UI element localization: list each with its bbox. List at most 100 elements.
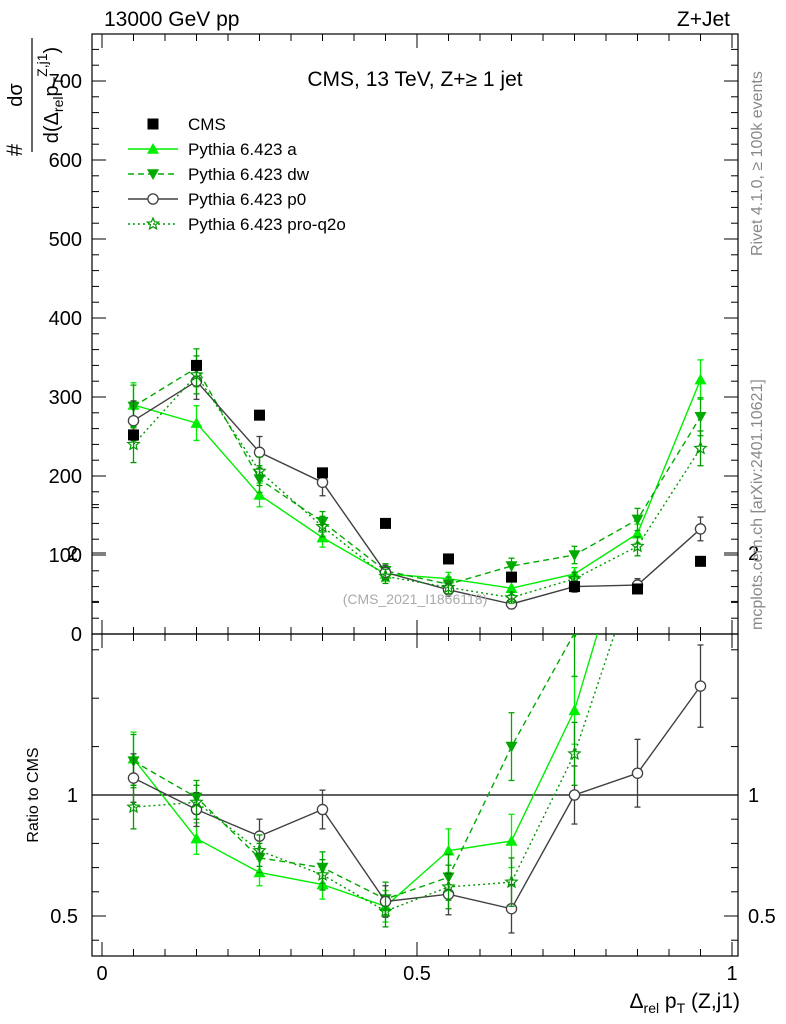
header-left: 13000 GeV pp xyxy=(104,8,239,31)
data-point xyxy=(630,538,645,553)
series-line xyxy=(132,373,702,599)
ratio-point xyxy=(189,794,204,809)
ratio-point xyxy=(126,799,141,814)
ratio-axes: 0 0.5 1 0.5 0.5 1 1 2 2 xyxy=(50,504,776,985)
legend-label-cms: CMS xyxy=(188,115,226,134)
legend-label-1: Pythia 6.423 dw xyxy=(188,165,310,184)
y-tick-label-main: 600 xyxy=(49,150,82,172)
ratio-point xyxy=(505,834,518,846)
series-line xyxy=(133,379,702,589)
ratio-point xyxy=(571,634,578,639)
y-tick-label-main: 400 xyxy=(49,308,82,330)
data-point xyxy=(505,561,518,573)
ratio-point xyxy=(632,415,644,426)
series-3-ratio xyxy=(126,559,643,928)
ratio-point xyxy=(316,803,329,816)
ratio-point xyxy=(695,184,707,195)
series-1-ratio xyxy=(127,306,707,917)
y-tick-label-ratio: 1 xyxy=(67,785,78,807)
ratio-point xyxy=(568,704,581,716)
y-label-hash: # xyxy=(2,143,27,156)
data-point xyxy=(694,373,707,385)
data-point xyxy=(506,571,517,583)
data-point xyxy=(380,517,391,529)
data-point xyxy=(631,527,644,539)
data-point xyxy=(315,518,330,533)
data-point xyxy=(378,568,393,583)
rivet-label: Rivet 4.1.0, ≥ 100k events xyxy=(749,71,766,256)
y-label-denominator: d(ΔrelpTZ,j1) xyxy=(34,47,66,143)
data-point xyxy=(126,436,141,451)
ratio-point xyxy=(568,789,581,801)
data-point xyxy=(631,514,644,526)
ratio-point xyxy=(127,772,140,784)
data-point xyxy=(568,550,581,561)
data-point xyxy=(253,488,266,500)
chart-title: CMS, 13 TeV, Z+≥ 1 jet xyxy=(307,68,522,91)
ratio-point xyxy=(695,306,707,317)
data-point xyxy=(504,590,519,604)
data-point xyxy=(253,446,266,459)
series-1-main xyxy=(127,348,707,592)
series-3-main xyxy=(126,355,708,604)
ratio-point xyxy=(504,874,519,889)
y-axis-label-main: # dσ d(ΔrelpTZ,j1) xyxy=(2,38,66,156)
series-0-main xyxy=(127,359,707,596)
y-tick-label-main: 0 xyxy=(71,624,82,646)
ratio-point xyxy=(632,494,644,505)
series-0-ratio xyxy=(127,184,707,923)
data-point xyxy=(569,581,580,593)
ratio-point xyxy=(441,879,456,894)
y-tick-label-main: 700 xyxy=(49,71,82,93)
y-tick-label-main: 500 xyxy=(49,229,82,251)
data-point xyxy=(443,553,454,565)
data-point xyxy=(189,367,204,381)
data-point xyxy=(693,440,708,455)
y-tick-label-main: 100 xyxy=(49,545,82,567)
data-point xyxy=(316,476,329,489)
x-tick-label: 1 xyxy=(726,963,737,985)
ratio-point xyxy=(378,903,393,918)
ratio-point xyxy=(252,843,267,857)
ratio-line xyxy=(133,685,702,910)
y-tick-label-ratio-right: 2 xyxy=(748,543,759,565)
legend-label-2: Pythia 6.423 p0 xyxy=(188,190,306,209)
data-point xyxy=(505,582,518,593)
x-axis-label: Δrel pT (Z,j1) xyxy=(630,990,741,1016)
x-tick-label: 0.5 xyxy=(403,963,431,985)
data-point xyxy=(254,409,265,421)
data-point xyxy=(190,417,203,428)
main-series-layer xyxy=(126,348,708,610)
data-series-cms xyxy=(128,359,706,595)
y-tick-label-ratio: 0.5 xyxy=(50,906,78,928)
y-axis-label-ratio: Ratio to CMS xyxy=(25,747,42,842)
ratio-point xyxy=(505,741,518,753)
data-point xyxy=(317,467,328,479)
ratio-point xyxy=(442,844,455,856)
legend-marker-3 xyxy=(145,216,161,231)
header-right: Z+Jet xyxy=(677,8,730,31)
ratio-line xyxy=(132,634,599,908)
legend-label-3: Pythia 6.423 pro-q2o xyxy=(188,215,346,234)
ratio-point xyxy=(190,832,203,844)
y-tick-label-main: 300 xyxy=(49,387,82,409)
ratio-point xyxy=(315,867,330,881)
legend-marker-cms xyxy=(147,118,159,130)
data-point xyxy=(128,429,139,441)
data-point xyxy=(127,414,140,427)
y-tick-label-ratio-right: 0.5 xyxy=(748,906,776,928)
y-tick-label-ratio: 2 xyxy=(67,543,78,565)
data-point xyxy=(441,579,456,594)
ratio-line xyxy=(133,634,616,912)
y-tick-label-ratio-right: 1 xyxy=(748,785,759,807)
data-point xyxy=(694,523,707,535)
data-point xyxy=(191,359,202,371)
data-point xyxy=(694,411,707,423)
legend-label-0: Pythia 6.423 a xyxy=(188,140,297,159)
legend-marker-0 xyxy=(147,143,159,154)
ratio-series-layer xyxy=(126,184,707,934)
main-axes: 0 100 200 300 400 500 600 700 xyxy=(49,34,738,646)
ratio-point xyxy=(632,559,643,570)
y-tick-label-main: 200 xyxy=(49,466,82,488)
